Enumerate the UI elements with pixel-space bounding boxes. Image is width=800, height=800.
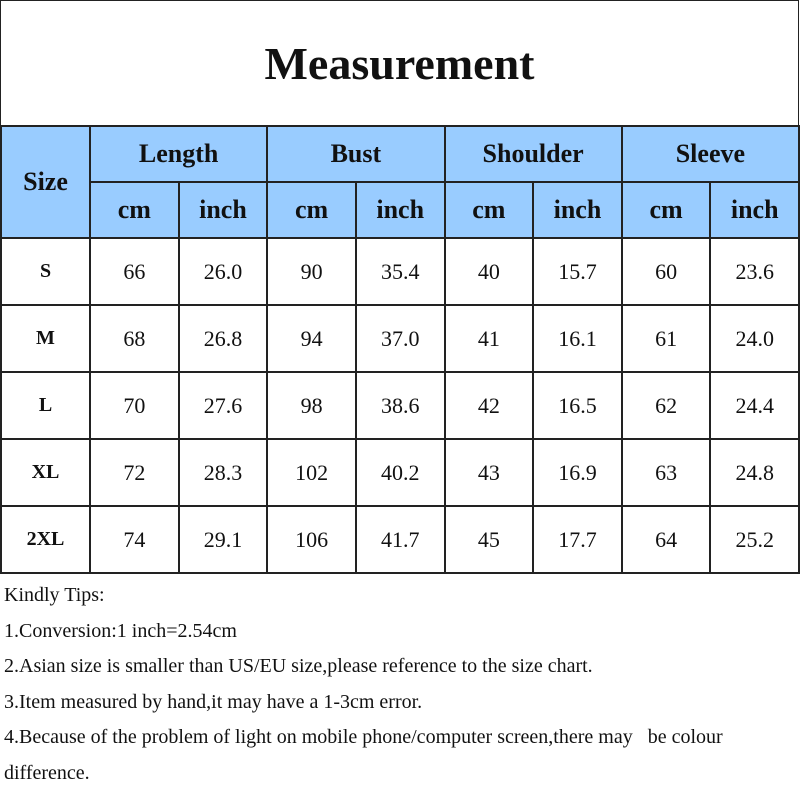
- header-unit: cm: [443, 181, 535, 239]
- size-cell: S: [0, 237, 91, 306]
- value-cell: 26.0: [177, 237, 269, 306]
- table-row: 2XL 74 29.1 106 41.7 45 17.7 64 25.2: [0, 505, 800, 574]
- value-cell: 102: [266, 438, 357, 507]
- header-unit: cm: [89, 181, 180, 239]
- header-bust: Bust: [266, 125, 446, 183]
- tip-line: 1.Conversion:1 inch=2.54cm: [4, 619, 237, 642]
- value-cell: 28.3: [177, 438, 269, 507]
- value-cell: 29.1: [177, 505, 269, 574]
- value-cell: 37.0: [354, 304, 446, 373]
- value-cell: 63: [620, 438, 712, 507]
- value-cell: 90: [266, 237, 357, 306]
- value-cell: 25.2: [709, 505, 800, 574]
- value-cell: 106: [266, 505, 357, 574]
- size-table: Size Length Bust Shoulder Sleeve cm inch c…: [0, 125, 800, 574]
- header-row-groups: Size Length Bust Shoulder Sleeve: [0, 125, 800, 239]
- value-cell: 16.1: [532, 304, 623, 373]
- size-cell: L: [0, 371, 91, 440]
- value-cell: 40: [443, 237, 535, 306]
- value-cell: 35.4: [354, 237, 446, 306]
- value-cell: 41: [443, 304, 535, 373]
- value-cell: 61: [620, 304, 712, 373]
- value-cell: 38.6: [354, 371, 446, 440]
- table-row: S 66 26.0 90 35.4 40 15.7 60 23.6: [0, 237, 800, 306]
- value-cell: 41.7: [354, 505, 446, 574]
- header-unit: inch: [354, 181, 446, 239]
- value-cell: 64: [620, 505, 712, 574]
- tip-line: 3.Item measured by hand,it may have a 1-…: [4, 690, 423, 713]
- value-cell: 23.6: [709, 237, 800, 306]
- value-cell: 62: [620, 371, 712, 440]
- tip-line: 4.Because of the problem of light on mob…: [4, 726, 723, 748]
- header-size: Size: [0, 125, 91, 239]
- tip-line: difference.: [4, 761, 90, 784]
- size-cell: M: [0, 304, 91, 373]
- value-cell: 43: [443, 438, 535, 507]
- value-cell: 27.6: [177, 371, 269, 440]
- value-cell: 74: [89, 505, 180, 574]
- table-row: L 70 27.6 98 38.6 42 16.5 62 24.4: [0, 371, 800, 440]
- header-unit: cm: [620, 181, 712, 239]
- value-cell: 72: [89, 438, 180, 507]
- header-row-units: cm inch cm inch cm inch cm inch: [1, 181, 800, 239]
- value-cell: 24.8: [709, 438, 800, 507]
- value-cell: 24.4: [709, 371, 800, 440]
- value-cell: 15.7: [532, 237, 623, 306]
- header-unit: inch: [177, 181, 269, 239]
- value-cell: 70: [89, 371, 180, 440]
- size-cell: XL: [0, 438, 91, 507]
- header-shoulder: Shoulder: [443, 125, 623, 183]
- header-unit: inch: [709, 181, 800, 239]
- value-cell: 26.8: [177, 304, 269, 373]
- value-cell: 66: [89, 237, 180, 306]
- size-cell: 2XL: [0, 505, 91, 574]
- value-cell: 16.5: [532, 371, 623, 440]
- header-unit: cm: [266, 181, 357, 239]
- value-cell: 42: [443, 371, 535, 440]
- table-row: XL 72 28.3 102 40.2 43 16.9 63 24.8: [0, 438, 800, 507]
- tips: Kindly Tips: 1.Conversion:1 inch=2.54cm …: [4, 578, 723, 791]
- value-cell: 24.0: [709, 304, 800, 373]
- value-cell: 45: [443, 505, 535, 574]
- value-cell: 16.9: [532, 438, 623, 507]
- value-cell: 60: [620, 237, 712, 306]
- table-row: M 68 26.8 94 37.0 41 16.1 61 24.0: [0, 304, 800, 373]
- header-length: Length: [88, 125, 269, 183]
- header-unit: inch: [532, 181, 623, 239]
- page-title: Measurement: [0, 0, 799, 125]
- tips-heading: Kindly Tips:: [4, 584, 105, 606]
- tip-line: 2.Asian size is smaller than US/EU size,…: [4, 655, 593, 677]
- header-sleeve: Sleeve: [620, 125, 800, 183]
- value-cell: 17.7: [532, 505, 623, 574]
- value-cell: 68: [89, 304, 180, 373]
- value-cell: 40.2: [354, 438, 446, 507]
- value-cell: 94: [266, 304, 357, 373]
- value-cell: 98: [266, 371, 357, 440]
